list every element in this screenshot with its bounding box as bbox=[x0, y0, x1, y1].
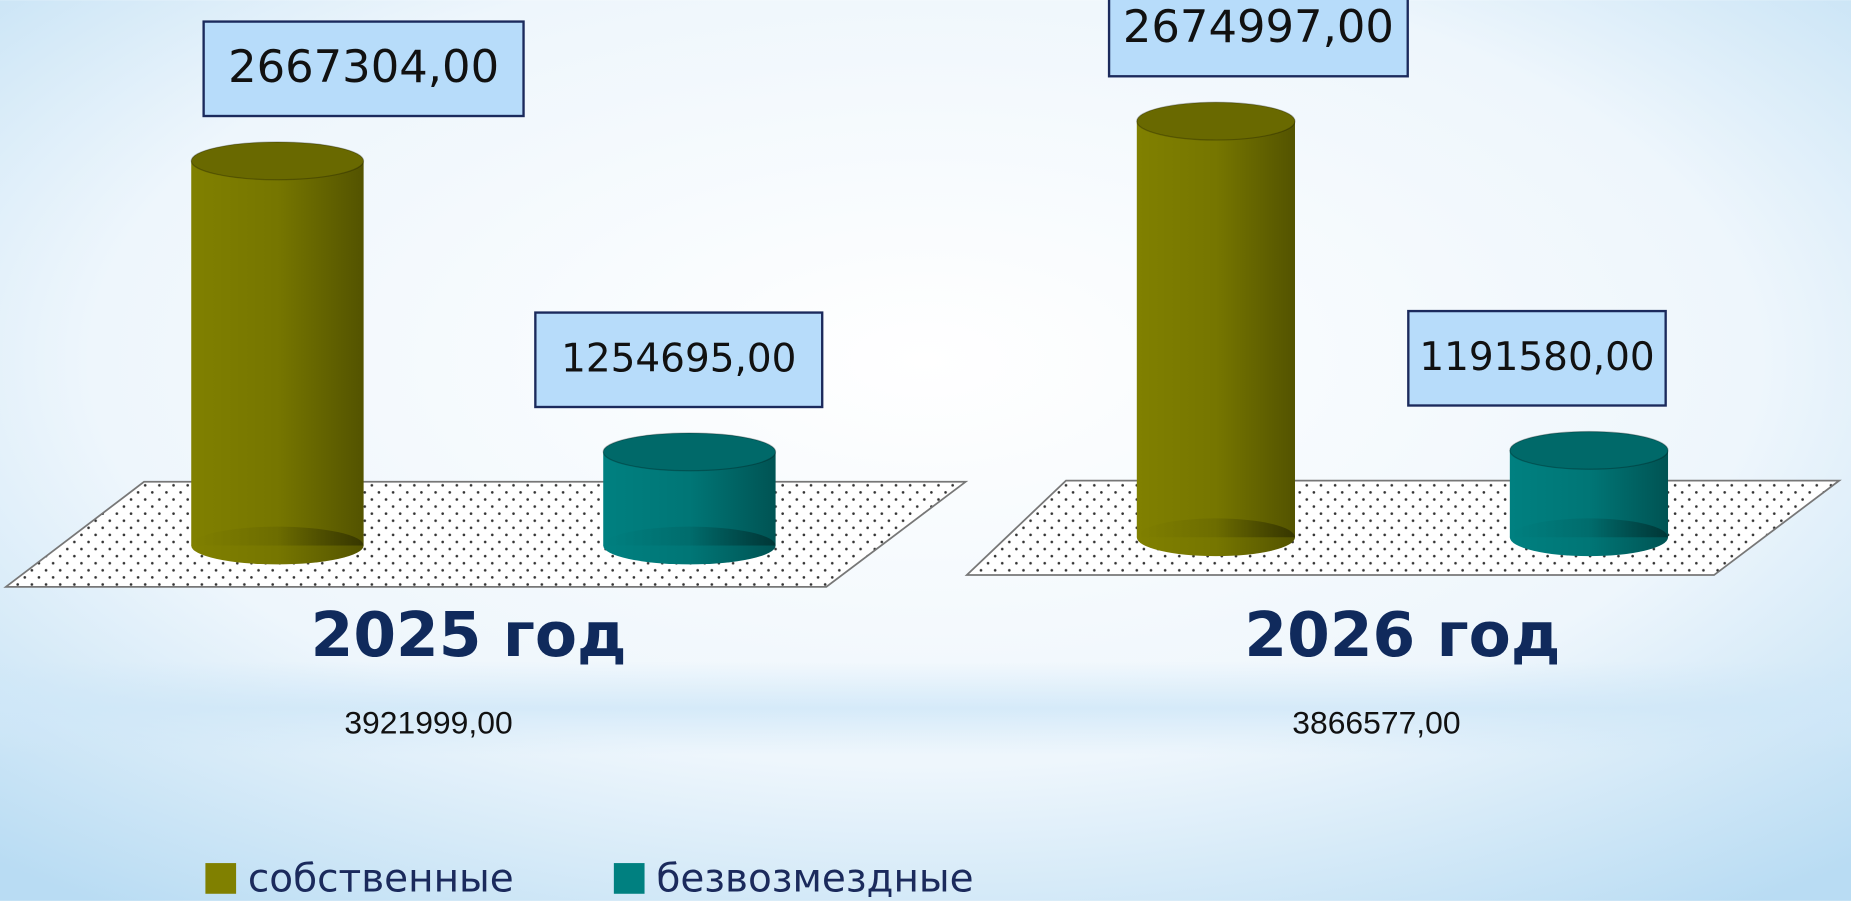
value-label: 1254695,00 bbox=[561, 336, 796, 381]
background-band bbox=[0, 661, 1851, 756]
legend-swatch bbox=[205, 863, 237, 894]
bar-shade bbox=[1136, 518, 1295, 557]
value-label: 2667304,00 bbox=[228, 40, 499, 93]
floor bbox=[964, 479, 1842, 576]
bar-shade bbox=[191, 160, 364, 546]
value-label: 2674997,00 bbox=[1123, 0, 1394, 53]
value-label: 1191580,00 bbox=[1419, 335, 1654, 380]
chart-title: 2025 год bbox=[311, 600, 627, 671]
legend: собственные безвозмездные bbox=[205, 856, 974, 901]
value-label-box bbox=[1407, 309, 1667, 407]
bar-shade bbox=[603, 526, 776, 565]
bar-shade bbox=[1509, 518, 1669, 557]
value-label-box bbox=[202, 20, 525, 118]
bar-top-shade bbox=[1136, 102, 1295, 141]
bar-top-shade bbox=[191, 141, 364, 180]
bar-shade bbox=[1136, 121, 1295, 538]
bar-top bbox=[1136, 101, 1296, 141]
annotation: 3866577,00 bbox=[1292, 704, 1460, 740]
bar-top-shade bbox=[1509, 431, 1669, 470]
bar-top-shade bbox=[603, 432, 776, 471]
legend-label: собственные bbox=[248, 856, 514, 901]
chart-title: 2026 год bbox=[1244, 600, 1560, 671]
bar-top bbox=[1509, 430, 1669, 470]
annotation: 3921999,00 bbox=[344, 704, 512, 740]
bar-top bbox=[190, 141, 365, 181]
legend-label: безвозмездные bbox=[656, 856, 973, 901]
floor bbox=[3, 480, 969, 588]
bar-shade bbox=[191, 526, 364, 565]
value-label-box bbox=[1107, 0, 1409, 78]
value-label-box bbox=[534, 311, 824, 409]
bar-top bbox=[602, 432, 777, 472]
legend-swatch bbox=[613, 863, 645, 894]
